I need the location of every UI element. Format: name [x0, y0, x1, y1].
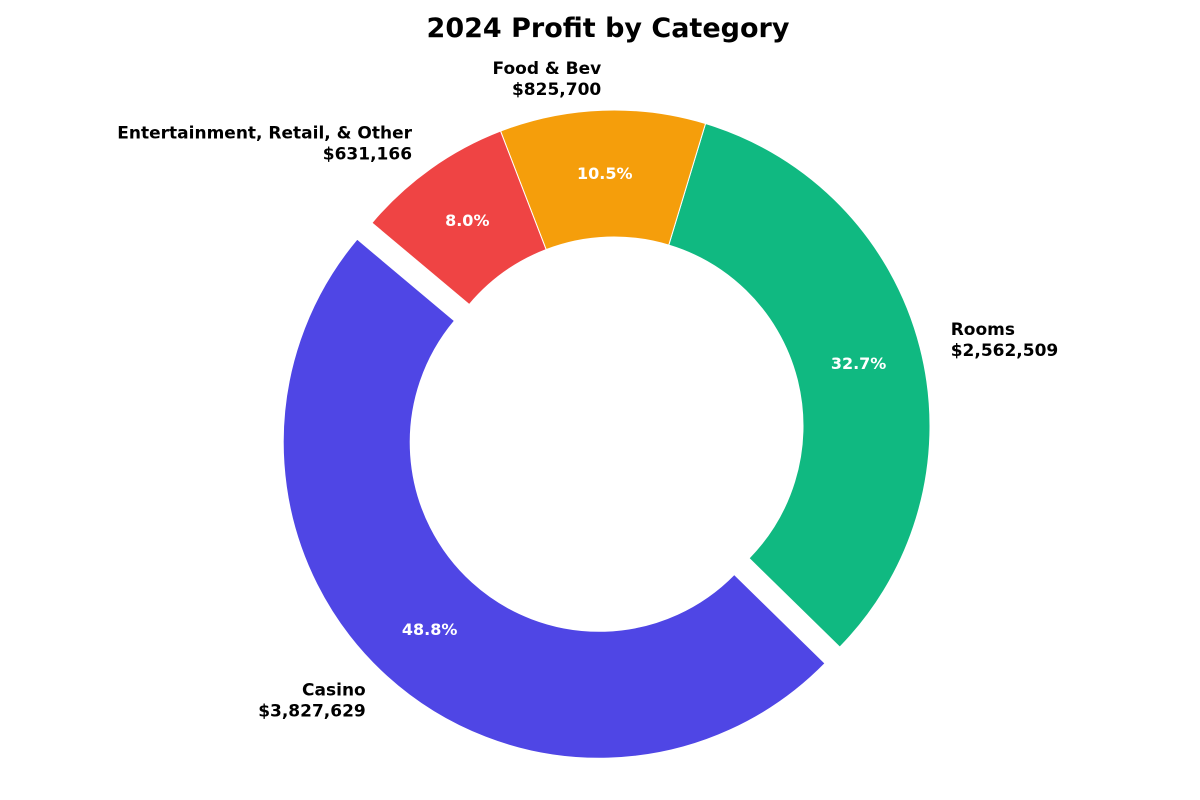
slice-value-casino: $3,827,629 [258, 701, 366, 721]
slice-label-food-bev: Food & Bev $825,700 [493, 59, 602, 100]
slice-casino [282, 238, 826, 759]
slice-name-casino: Casino [302, 680, 366, 700]
percent-label-casino: 48.8% [402, 620, 458, 639]
slice-name-rooms: Rooms [951, 320, 1015, 340]
labels-layer: 48.8% Casino $3,827,629 32.7% Rooms $2,562,50… [117, 59, 1058, 721]
slice-rooms [668, 122, 931, 648]
slice-value-food-bev: $825,700 [512, 80, 601, 100]
slice-value-rooms: $2,562,509 [951, 341, 1059, 361]
slice-label-rooms: Rooms $2,562,509 [951, 320, 1059, 361]
percent-label-food-bev: 10.5% [577, 164, 633, 183]
slice-entertainment-retail-other [371, 130, 547, 306]
slice-value-entertainment-retail-other: $631,166 [323, 145, 412, 165]
percent-label-rooms: 32.7% [831, 354, 887, 373]
chart-title: 2024 Profit by Category [427, 13, 790, 44]
slice-name-food-bev: Food & Bev [493, 59, 602, 79]
slices-layer [282, 109, 931, 759]
percent-label-entertainment-retail-other: 8.0% [445, 211, 489, 230]
slice-label-casino: Casino $3,827,629 [258, 680, 366, 721]
slice-name-entertainment-retail-other: Entertainment, Retail, & Other [117, 124, 412, 144]
slice-label-entertainment-retail-other: Entertainment, Retail, & Other $631,166 [117, 124, 412, 165]
